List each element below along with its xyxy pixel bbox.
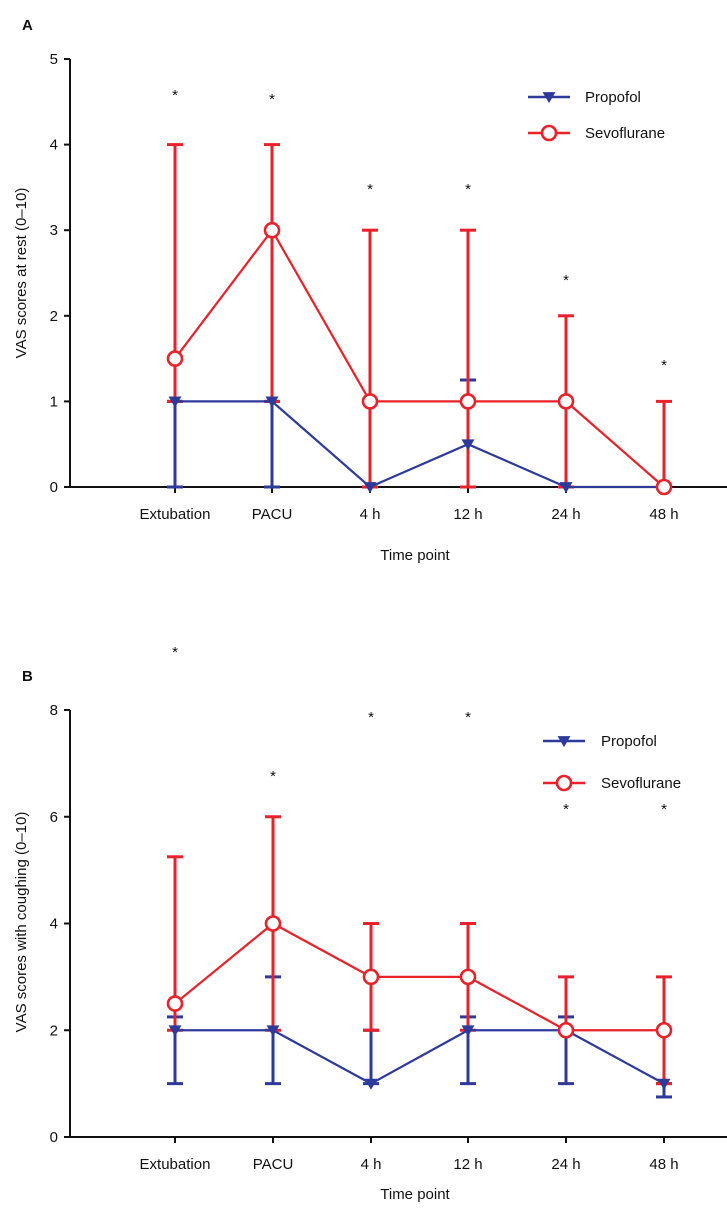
panel-b-label: B — [22, 668, 33, 685]
legend-label-propofol: Propofol — [585, 89, 641, 106]
data-point-sevoflurane — [459, 393, 477, 410]
panel-b-y-axis-title: VAS scores with coughing (0–10) — [13, 812, 30, 1033]
significance-marker: * — [661, 357, 667, 374]
significance-marker: * — [367, 181, 373, 198]
panel-a-x-axis: Extubation PACU 4 h 12 h 24 h 48 h — [69, 486, 727, 523]
x-tick-label: 4 h — [360, 506, 381, 523]
panel-a-markers — [166, 221, 673, 496]
significance-marker: * — [270, 768, 276, 785]
x-tick-label: PACU — [253, 1156, 294, 1173]
x-tick-label: Extubation — [140, 506, 211, 523]
significance-marker: * — [563, 801, 569, 818]
legend-item-propofol: Propofol — [543, 733, 657, 750]
y-tick-label: 2 — [50, 1022, 58, 1039]
x-tick-label: Extubation — [140, 1156, 211, 1173]
panel-b-markers — [166, 915, 673, 1090]
data-point-sevoflurane — [263, 221, 281, 239]
panel-a-significance: * * * * * * — [172, 87, 667, 374]
data-point-sevoflurane — [264, 915, 282, 932]
data-point-propofol — [559, 482, 573, 494]
data-point-propofol — [266, 1025, 280, 1037]
y-tick-label: 4 — [50, 916, 58, 933]
y-tick-label: 6 — [50, 809, 58, 826]
x-tick-label: 4 h — [361, 1156, 382, 1173]
panel-b-significance: * * * * * * — [172, 644, 667, 818]
y-tick-label: 5 — [50, 51, 58, 68]
panel-a-series-lines — [174, 228, 665, 489]
series-line-propofol — [175, 400, 664, 489]
panel-b-y-axis: 0 2 4 6 8 — [50, 702, 71, 1146]
y-tick-label: 8 — [50, 702, 58, 719]
data-point-propofol — [363, 482, 377, 494]
data-point-sevoflurane — [166, 350, 184, 367]
panel-a: A 0 1 2 3 4 5 Extubation PACU 4 h 12 h 24 h 48 h T… — [13, 17, 727, 564]
data-point-propofol — [657, 1078, 671, 1090]
significance-marker: * — [465, 709, 471, 726]
legend-marker-sevoflurane — [540, 124, 558, 142]
x-tick-label: 24 h — [551, 506, 580, 523]
data-point-propofol — [168, 396, 182, 408]
significance-marker: * — [563, 272, 569, 289]
data-point-propofol — [168, 1025, 182, 1037]
legend-marker-sevoflurane — [555, 774, 573, 792]
data-point-propofol — [265, 396, 279, 408]
data-point-sevoflurane — [655, 1021, 673, 1039]
legend-item-propofol: Propofol — [528, 89, 641, 106]
panel-a-y-axis-title: VAS scores at rest (0–10) — [13, 188, 30, 359]
y-tick-label: 4 — [50, 137, 58, 154]
data-point-sevoflurane — [166, 995, 184, 1012]
y-tick-label: 1 — [50, 393, 58, 410]
panel-a-x-axis-title: Time point — [380, 547, 450, 564]
y-tick-label: 2 — [50, 308, 58, 325]
legend-item-sevoflurane: Sevoflurane — [543, 774, 681, 792]
x-tick-label: PACU — [252, 506, 293, 523]
data-point-sevoflurane — [361, 393, 379, 410]
data-point-propofol — [461, 1025, 475, 1037]
x-tick-label: 12 h — [453, 1156, 482, 1173]
significance-marker: * — [172, 87, 178, 104]
series-line-sevoflurane — [174, 228, 665, 488]
panel-b-error-bars — [167, 815, 672, 1099]
panel-a-legend: Propofol Sevoflurane — [528, 89, 665, 142]
data-point-sevoflurane — [362, 968, 380, 986]
series-line-propofol — [175, 1029, 665, 1085]
data-point-propofol — [461, 439, 475, 451]
significance-marker: * — [172, 644, 178, 661]
legend-marker-propofol — [542, 92, 556, 104]
significance-marker: * — [269, 91, 275, 108]
legend-marker-propofol — [557, 736, 571, 748]
panel-a-y-axis: 0 1 2 3 4 5 — [50, 51, 71, 496]
panel-b-x-axis: Extubation PACU 4 h 12 h 24 h 48 h — [69, 1136, 727, 1173]
panel-b: B 0 2 4 6 8 Extubation PACU 4 h 12 h 24 h 48 h Ti… — [13, 644, 727, 1203]
legend-label-propofol: Propofol — [601, 733, 657, 750]
y-tick-label: 3 — [50, 222, 58, 239]
panel-b-legend: Propofol Sevoflurane — [543, 733, 681, 792]
data-point-sevoflurane — [557, 393, 575, 410]
data-point-sevoflurane — [557, 1021, 575, 1039]
panel-b-series-lines — [174, 922, 665, 1085]
panel-b-x-axis-title: Time point — [380, 1186, 450, 1203]
panel-a-label: A — [22, 17, 33, 34]
data-point-sevoflurane — [655, 478, 673, 496]
x-tick-label: 48 h — [649, 1156, 678, 1173]
y-tick-label: 0 — [50, 1129, 58, 1146]
significance-marker: * — [465, 181, 471, 198]
legend-label-sevoflurane: Sevoflurane — [601, 775, 681, 792]
data-point-propofol — [364, 1078, 378, 1090]
x-tick-label: 12 h — [453, 506, 482, 523]
legend-item-sevoflurane: Sevoflurane — [528, 124, 665, 142]
series-line-sevoflurane — [174, 922, 664, 1032]
significance-marker: * — [661, 801, 667, 818]
significance-marker: * — [368, 709, 374, 726]
x-tick-label: 24 h — [551, 1156, 580, 1173]
data-point-sevoflurane — [459, 968, 477, 986]
y-tick-label: 0 — [50, 479, 58, 496]
legend-label-sevoflurane: Sevoflurane — [585, 125, 665, 142]
x-tick-label: 48 h — [649, 506, 678, 523]
panel-a-error-bars — [167, 143, 672, 489]
